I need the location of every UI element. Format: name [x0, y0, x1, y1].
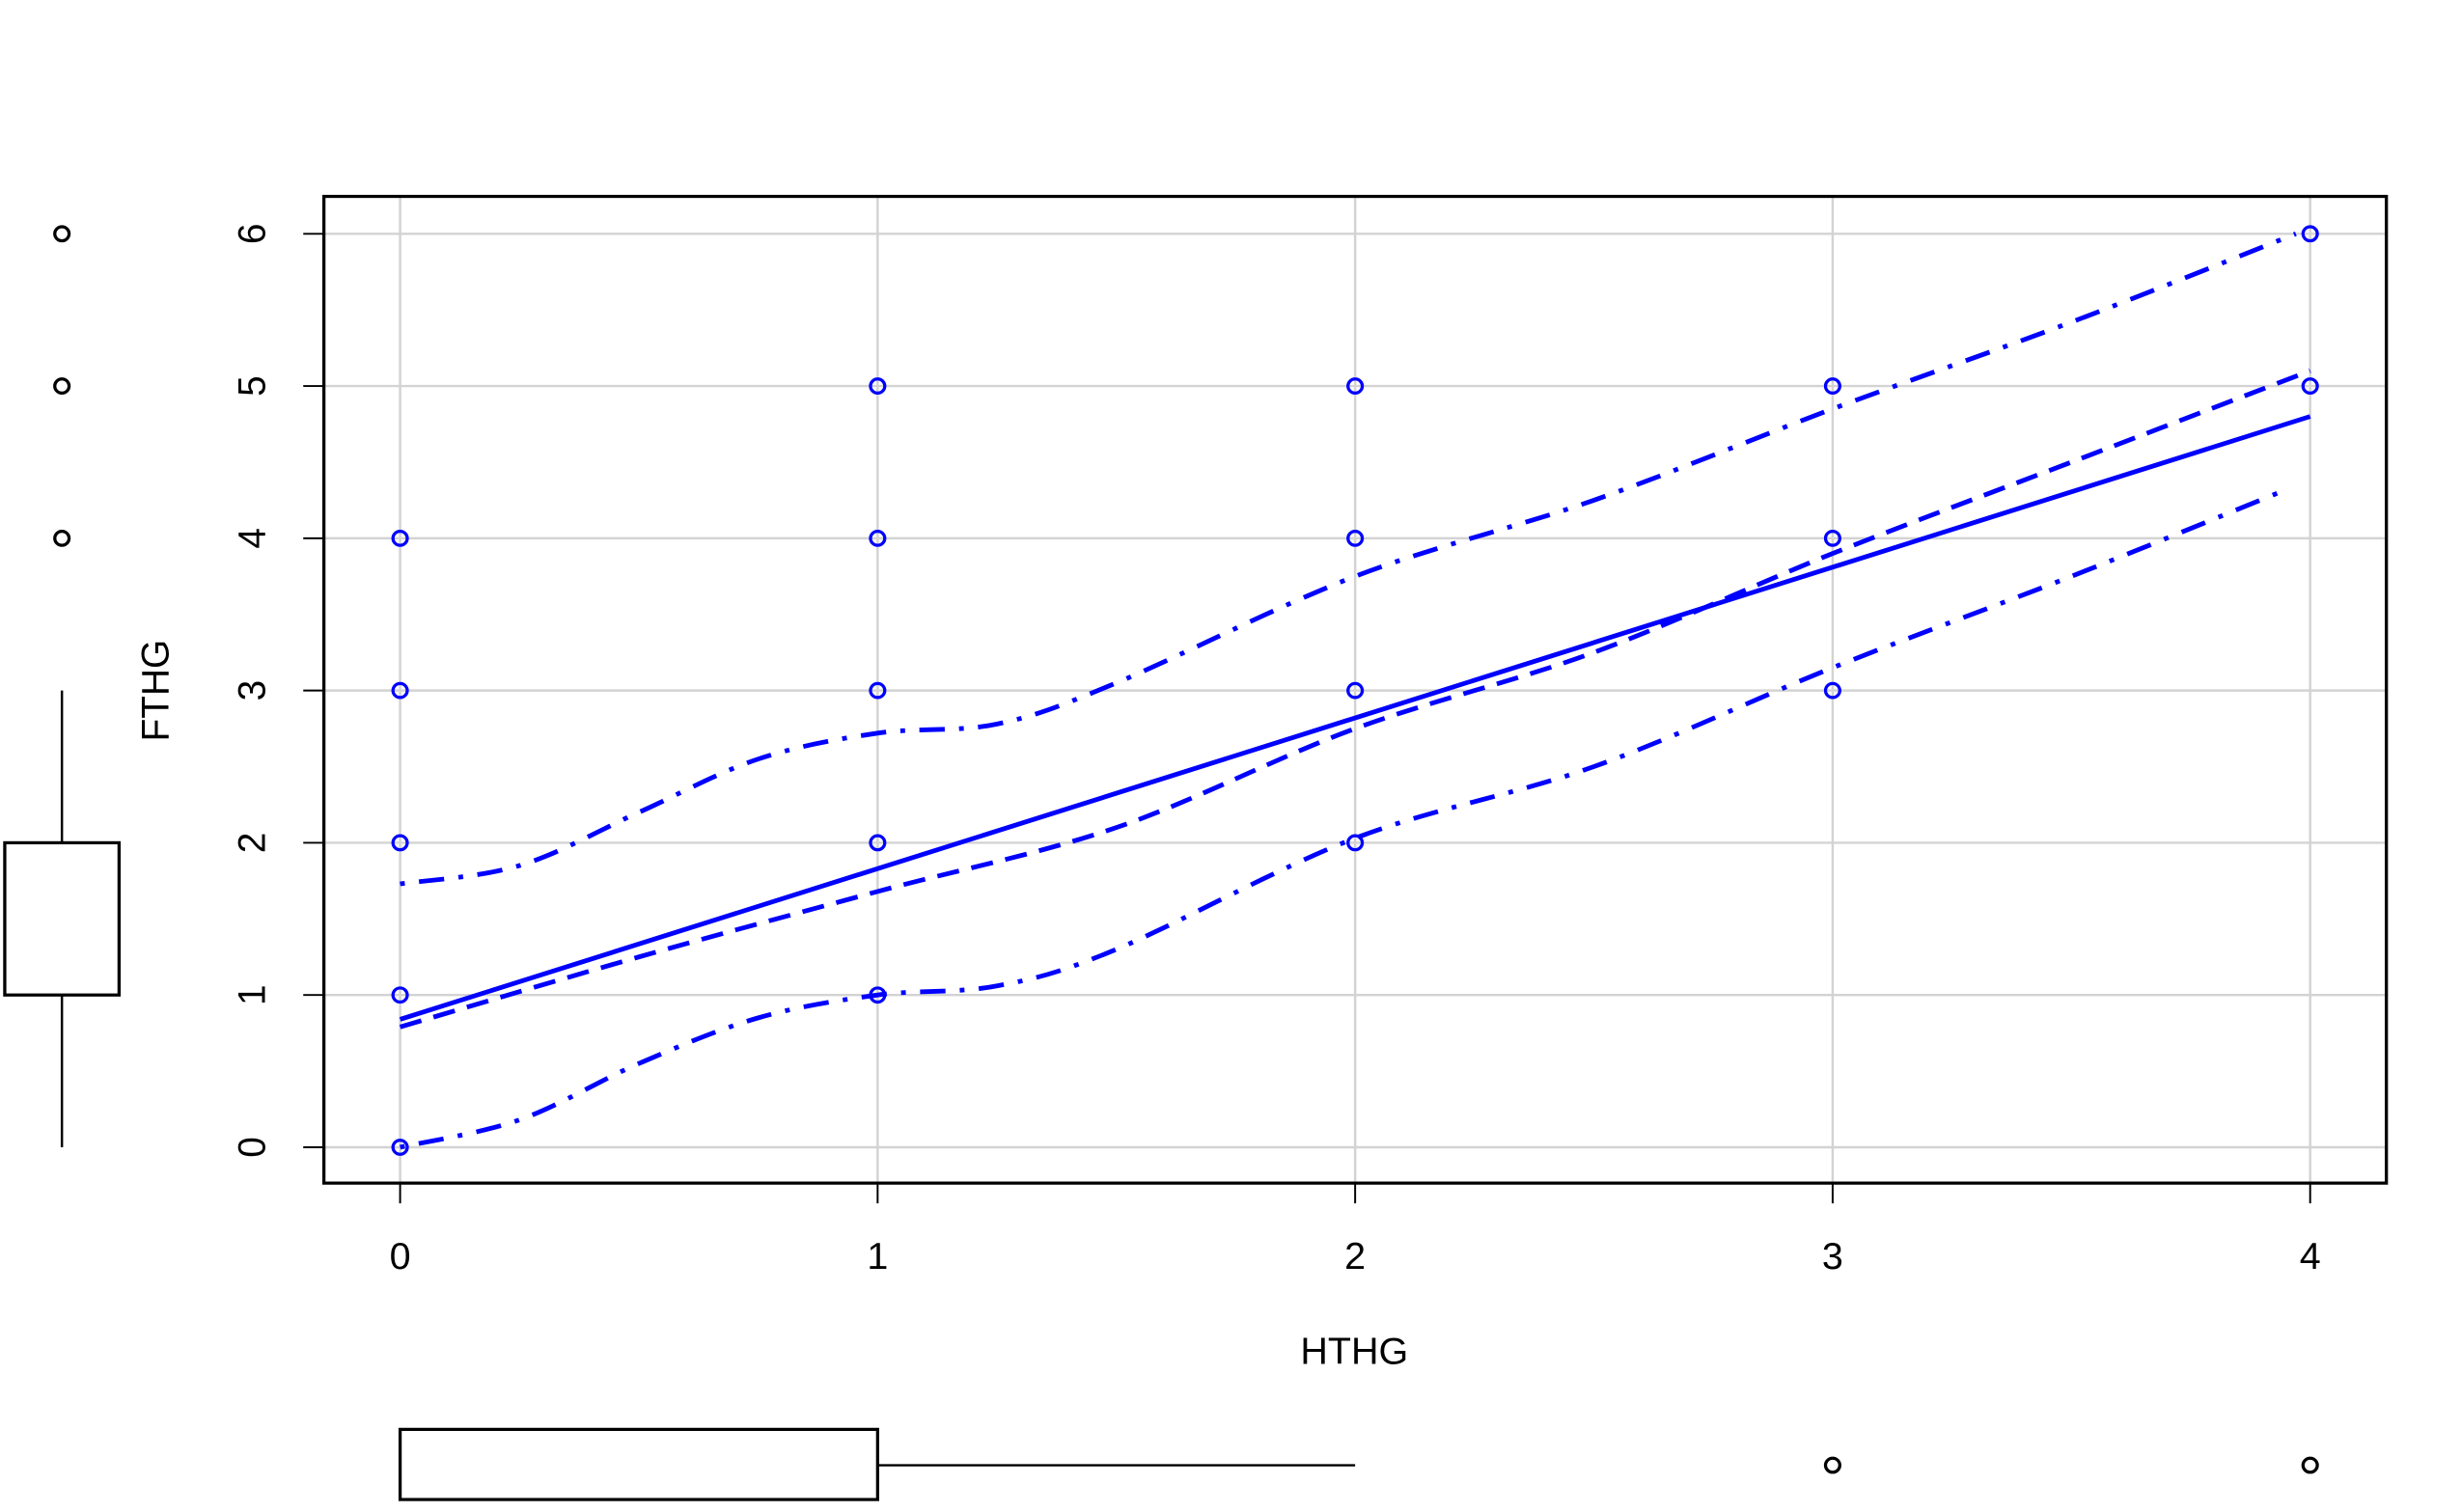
data-point: [869, 377, 887, 395]
data-point: [391, 1139, 409, 1156]
x-tick-label: 4: [2300, 1236, 2321, 1278]
data-point: [869, 834, 887, 852]
smoother-upper-band: [400, 232, 2297, 887]
x-tick-label: 0: [390, 1236, 411, 1278]
y-tick-label: 1: [232, 984, 273, 1005]
fit-lines: [399, 232, 2311, 1150]
x-boxplot-outlier: [1823, 1456, 1841, 1474]
data-point: [1346, 681, 1365, 700]
y-tick-label: 2: [232, 833, 273, 854]
regression-line: [399, 414, 2311, 1022]
y-boxplot-outlier: [53, 377, 71, 395]
data-point: [869, 529, 887, 547]
marginal-boxplots: [3, 225, 2319, 1501]
smoother-lower-band: [400, 487, 2287, 1150]
y-tick-label: 4: [232, 528, 273, 549]
x-tick-label: 3: [1822, 1236, 1843, 1278]
y-boxplot-outlier: [53, 529, 71, 547]
x-tick-label: 1: [867, 1236, 888, 1278]
data-point: [1346, 529, 1365, 547]
y-tick-label: 3: [232, 680, 273, 701]
y-boxplot-box: [3, 840, 122, 997]
data-point: [391, 529, 409, 547]
data-point: [1823, 377, 1841, 395]
data-points: [391, 225, 2319, 1156]
smoother-line: [399, 369, 2311, 1030]
y-boxplot-outlier: [53, 225, 71, 243]
y-axis: 0 1 2 3 4 5 6: [232, 224, 324, 1158]
data-point: [1346, 834, 1365, 852]
y-tick-label: 0: [232, 1137, 273, 1158]
data-point: [2301, 225, 2319, 243]
data-point: [1823, 529, 1841, 547]
y-tick-label: 6: [232, 224, 273, 245]
x-axis: 0 1 2 3 4: [390, 1183, 2321, 1278]
data-point: [391, 834, 409, 852]
data-point: [1823, 681, 1841, 700]
y-axis-label: FTHG: [135, 640, 177, 741]
data-point: [391, 986, 409, 1004]
x-boxplot-box: [398, 1427, 880, 1501]
data-point: [2301, 377, 2319, 395]
data-point: [391, 681, 409, 700]
data-point: [1346, 377, 1365, 395]
x-tick-label: 2: [1344, 1236, 1366, 1278]
y-tick-label: 5: [232, 375, 273, 397]
x-boxplot-outlier: [2301, 1456, 2319, 1474]
x-axis-label: HTHG: [1300, 1332, 1408, 1373]
data-point: [869, 681, 887, 700]
grid: [323, 196, 2387, 1184]
data-point: [869, 986, 887, 1004]
